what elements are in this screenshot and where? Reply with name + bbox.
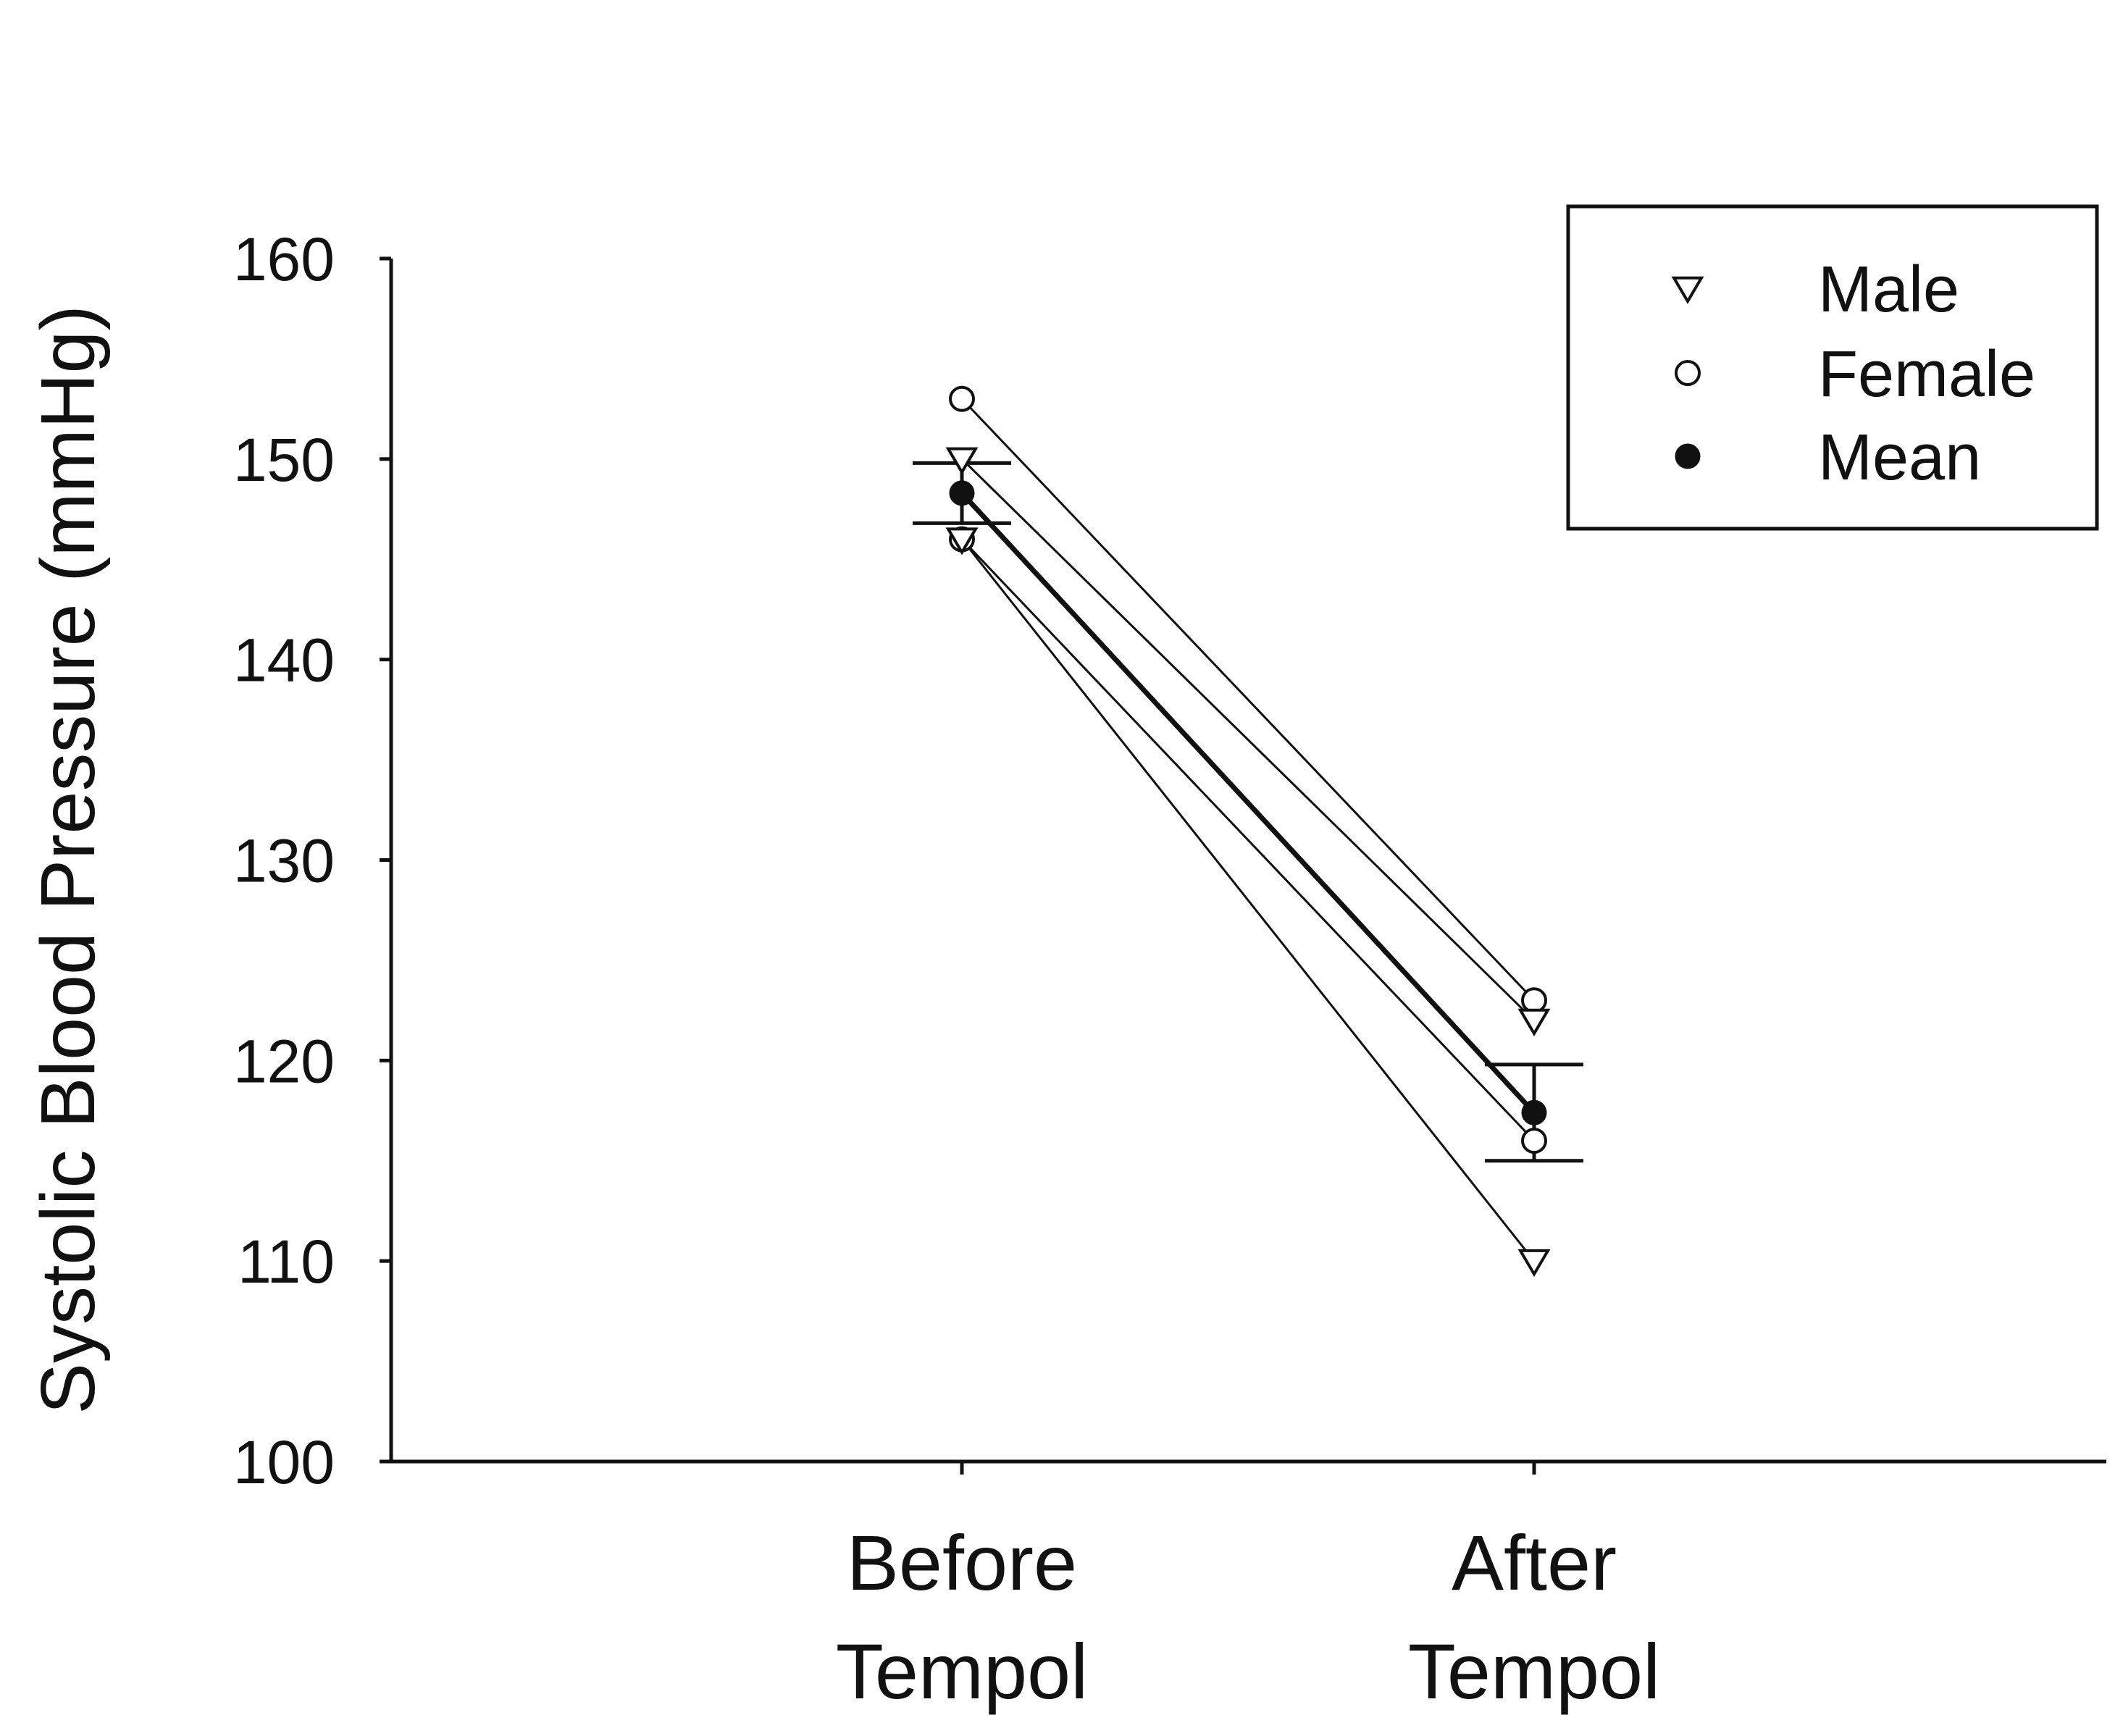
data-points [945,385,1551,1278]
x-ticks: Before Tempol After Tempol [836,1462,1660,1715]
data-point-3-0 [945,527,979,555]
y-tick-label-130: 130 [233,827,335,895]
x-category-label-1-line2: Tempol [1408,1627,1660,1715]
x-category-label-1: After [1452,1519,1617,1606]
y-tick-label-110: 110 [238,1228,335,1296]
series-line-0 [960,398,1536,1002]
legend-label-1: Female [1818,338,2035,411]
data-point-2-1 [1521,1128,1547,1154]
data-point-0-0 [949,385,975,412]
y-tick-label-100: 100 [233,1428,335,1496]
legend-box [1566,204,2099,531]
series-lines [960,398,1536,1262]
data-point-1-0 [945,447,979,475]
y-tick-label-150: 150 [233,426,335,494]
y-tick-label-140: 140 [233,626,335,695]
legend-label-0: Male [1818,253,1959,326]
legend-label-2: Mean [1818,422,1981,494]
data-point-0-1 [1521,987,1547,1014]
x-category-label-0: Before [847,1519,1077,1606]
y-ticks: 100 110 120 130 140 150 160 [233,225,391,1496]
data-point-4-1 [1521,1099,1547,1125]
data-point-4-0 [949,480,975,506]
data-point-1-1 [1517,1008,1551,1036]
series-line-3 [960,538,1536,1262]
x-category-label-0-line2: Tempol [836,1627,1088,1715]
y-tick-label-120: 120 [233,1027,335,1095]
y-tick-label-160: 160 [233,225,335,293]
legend-marker-1 [1675,360,1701,386]
series-line-2 [960,538,1536,1142]
legend-marker-0 [1671,276,1704,304]
series-line-1 [960,458,1536,1022]
series-line-4 [960,491,1536,1115]
legend-marker-2 [1675,443,1701,469]
y-axis-title: Systolic Blood Pressure (mmHg) [25,305,111,1414]
data-point-3-1 [1517,1249,1551,1278]
legend: Male Female Mean [1566,204,2099,531]
